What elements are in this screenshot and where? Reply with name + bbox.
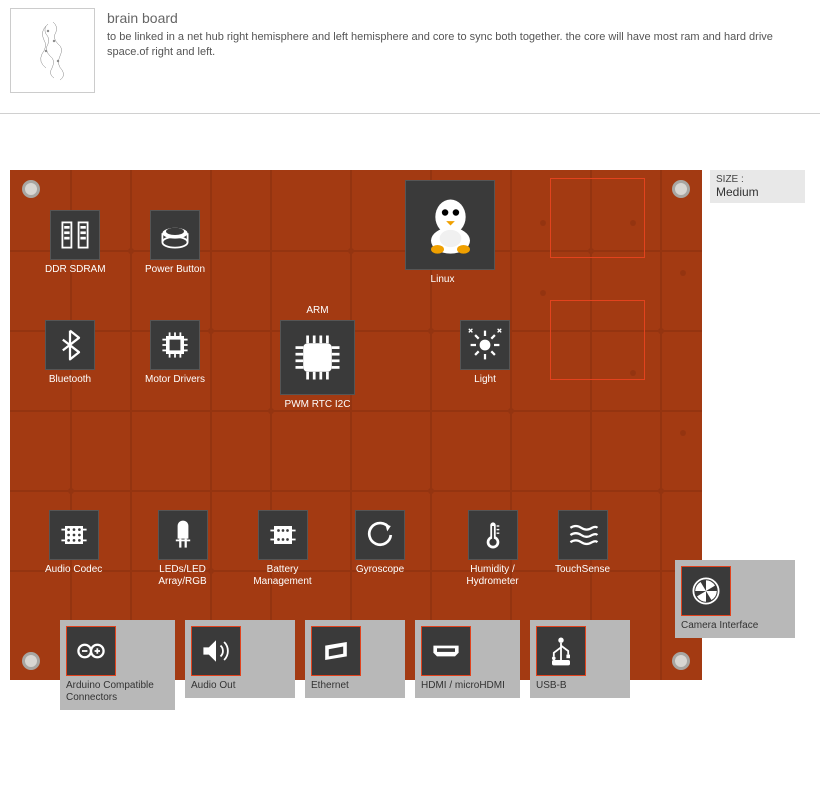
component-label: Power Button (145, 264, 205, 276)
component-label: TouchSense (555, 564, 610, 576)
size-panel: SIZE : Medium (710, 170, 805, 203)
size-value: Medium (716, 185, 799, 199)
connector-label: Arduino Compatible Connectors (66, 680, 169, 704)
component-touchsense[interactable]: TouchSense (555, 510, 610, 576)
component-humidity[interactable]: Humidity / Hydrometer (455, 510, 530, 588)
header: brain board to be linked in a net hub ri… (0, 0, 820, 114)
board-area: DDR SDRAM Power Button Linux Bluetooth M… (10, 170, 810, 790)
header-text: brain board to be linked in a net hub ri… (107, 8, 810, 93)
pcb-board[interactable]: DDR SDRAM Power Button Linux Bluetooth M… (10, 170, 702, 680)
size-label: SIZE : (716, 174, 799, 185)
component-gyroscope[interactable]: Gyroscope (355, 510, 405, 576)
mounting-hole (672, 180, 690, 198)
component-label: Bluetooth (45, 374, 95, 386)
component-label: Gyroscope (355, 564, 405, 576)
connector-camera[interactable]: Camera Interface (675, 560, 795, 638)
component-power-button[interactable]: Power Button (145, 210, 205, 276)
component-battery[interactable]: Battery Management (245, 510, 320, 588)
project-title: brain board (107, 10, 810, 26)
component-label: DDR SDRAM (45, 264, 106, 276)
mounting-hole (22, 652, 40, 670)
component-leds[interactable]: LEDs/LED Array/RGB (145, 510, 220, 588)
component-label: Motor Drivers (145, 374, 205, 386)
component-arm-cpu[interactable]: ARM PWM RTC I2C (280, 305, 355, 411)
connector-audio-out[interactable]: Audio Out (185, 620, 295, 698)
component-audio-codec[interactable]: Audio Codec (45, 510, 102, 576)
mounting-hole (22, 180, 40, 198)
component-label: Humidity / Hydrometer (455, 564, 530, 588)
connector-arduino[interactable]: Arduino Compatible Connectors (60, 620, 175, 710)
connector-label: HDMI / microHDMI (421, 680, 514, 692)
connector-ethernet[interactable]: Ethernet (305, 620, 405, 698)
connector-usb-b[interactable]: USB-B (530, 620, 630, 698)
component-label: Battery Management (245, 564, 320, 588)
component-bluetooth[interactable]: Bluetooth (45, 320, 95, 386)
component-label: Light (460, 374, 510, 386)
component-label: LEDs/LED Array/RGB (145, 564, 220, 588)
component-sublabel: PWM RTC I2C (280, 399, 355, 411)
connector-hdmi[interactable]: HDMI / microHDMI (415, 620, 520, 698)
connector-label: Camera Interface (681, 620, 789, 632)
mounting-hole (672, 652, 690, 670)
connector-label: USB-B (536, 680, 624, 692)
empty-slot[interactable] (550, 178, 645, 258)
project-thumbnail (10, 8, 95, 93)
component-label: Audio Codec (45, 564, 102, 576)
component-label: Linux (405, 274, 480, 286)
connector-label: Ethernet (311, 680, 399, 692)
project-description: to be linked in a net hub right hemisphe… (107, 30, 810, 61)
component-ddr-sdram[interactable]: DDR SDRAM (45, 210, 106, 276)
connector-label: Audio Out (191, 680, 289, 692)
component-label-top: ARM (280, 305, 355, 316)
component-motor-drivers[interactable]: Motor Drivers (145, 320, 205, 386)
empty-slot[interactable] (550, 300, 645, 380)
component-light[interactable]: Light (460, 320, 510, 386)
component-linux[interactable]: Linux (405, 180, 495, 286)
